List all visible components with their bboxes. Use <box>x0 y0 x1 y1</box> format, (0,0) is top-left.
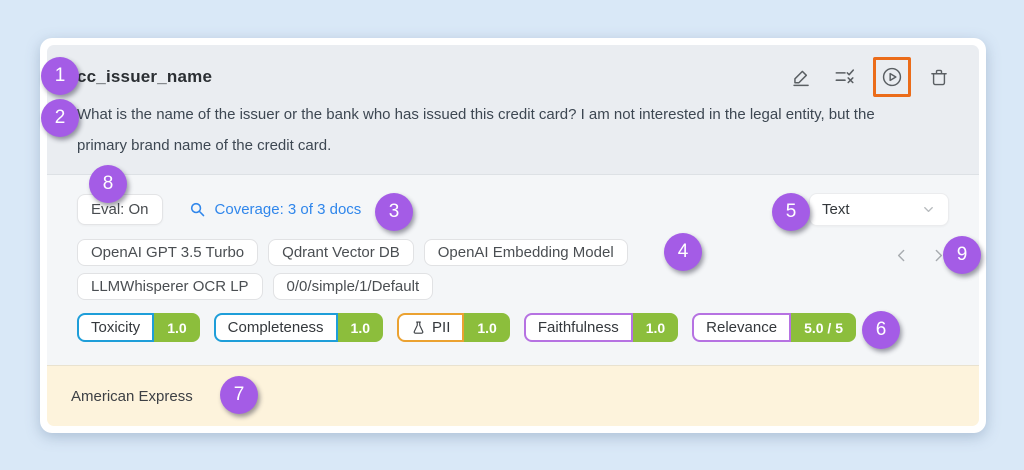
eval-left-group: Eval: On Coverage: 3 of 3 docs <box>77 194 361 225</box>
annotation-badge-1: 1 <box>41 57 79 95</box>
metric-value: 1.0 <box>337 313 384 342</box>
prompt-output-area: American Express <box>47 365 979 426</box>
prompt-card-header: cc_issuer_name What is the name of the i… <box>47 45 979 175</box>
coverage-link[interactable]: Coverage: 3 of 3 docs <box>189 201 362 218</box>
metric-completeness[interactable]: Completeness 1.0 <box>213 313 384 342</box>
metric-value: 1.0 <box>632 313 679 342</box>
output-type-select[interactable]: Text <box>809 193 949 226</box>
prompt-output-text: American Express <box>71 387 193 405</box>
metric-relevance[interactable]: Relevance 5.0 / 5 <box>692 313 856 342</box>
eval-row: Eval: On Coverage: 3 of 3 docs Text <box>77 193 949 226</box>
metric-toxicity[interactable]: Toxicity 1.0 <box>77 313 200 342</box>
annotation-badge-8: 8 <box>89 165 127 203</box>
prompt-toolbar <box>789 57 951 97</box>
prompt-question-text: What is the name of the issuer or the ba… <box>77 106 875 154</box>
metric-label: Toxicity <box>77 313 155 342</box>
profile-tags-row-2: LLMWhisperer OCR LP 0/0/simple/1/Default <box>77 273 949 300</box>
prompt-card-body: Eval: On Coverage: 3 of 3 docs Text <box>47 175 979 365</box>
tag-chunking-profile: 0/0/simple/1/Default <box>272 273 434 300</box>
annotation-badge-2: 2 <box>41 99 79 137</box>
annotation-badge-9: 9 <box>943 236 981 274</box>
delete-icon[interactable] <box>927 65 951 89</box>
prompt-card: cc_issuer_name What is the name of the i… <box>40 38 986 433</box>
metric-label: Completeness <box>213 313 338 342</box>
edit-icon[interactable] <box>789 65 813 89</box>
run-icon-highlight <box>873 57 911 97</box>
assertion-checklist-icon[interactable] <box>833 65 857 89</box>
run-icon[interactable] <box>880 65 904 89</box>
metric-value: 1.0 <box>154 313 200 342</box>
tag-ocr: LLMWhisperer OCR LP <box>77 273 263 300</box>
output-type-value: Text <box>822 201 850 218</box>
annotation-badge-7: 7 <box>220 376 258 414</box>
annotation-badge-6: 6 <box>862 311 900 349</box>
chevron-down-icon <box>921 202 936 217</box>
annotation-badge-4: 4 <box>664 233 702 271</box>
metric-label: PII <box>432 319 451 336</box>
metric-label-with-icon: PII <box>397 313 465 342</box>
metric-label: Faithfulness <box>523 313 633 342</box>
chevron-right-icon[interactable] <box>930 247 947 264</box>
tag-embedding: OpenAI Embedding Model <box>423 239 628 266</box>
eval-toggle-button[interactable]: Eval: On <box>77 194 163 225</box>
profile-tags-row-1: OpenAI GPT 3.5 Turbo Qdrant Vector DB Op… <box>77 239 949 266</box>
metric-pii[interactable]: PII 1.0 <box>397 313 510 342</box>
metric-faithfulness[interactable]: Faithfulness 1.0 <box>523 313 679 342</box>
tag-vector-db: Qdrant Vector DB <box>268 239 414 266</box>
coverage-label: Coverage: 3 of 3 docs <box>214 201 362 218</box>
prompt-title: cc_issuer_name <box>77 67 213 86</box>
metric-value: 5.0 / 5 <box>791 313 856 342</box>
metric-label: Relevance <box>692 313 792 342</box>
chevron-left-icon[interactable] <box>893 247 910 264</box>
annotation-badge-5: 5 <box>772 193 810 231</box>
annotation-badge-3: 3 <box>375 193 413 231</box>
profile-pager <box>893 247 947 264</box>
tag-llm: OpenAI GPT 3.5 Turbo <box>77 239 259 266</box>
flask-icon <box>411 320 426 336</box>
metric-value: 1.0 <box>464 313 510 342</box>
eval-metrics-row: Toxicity 1.0 Completeness 1.0 PII <box>77 313 949 342</box>
search-icon <box>189 201 206 218</box>
